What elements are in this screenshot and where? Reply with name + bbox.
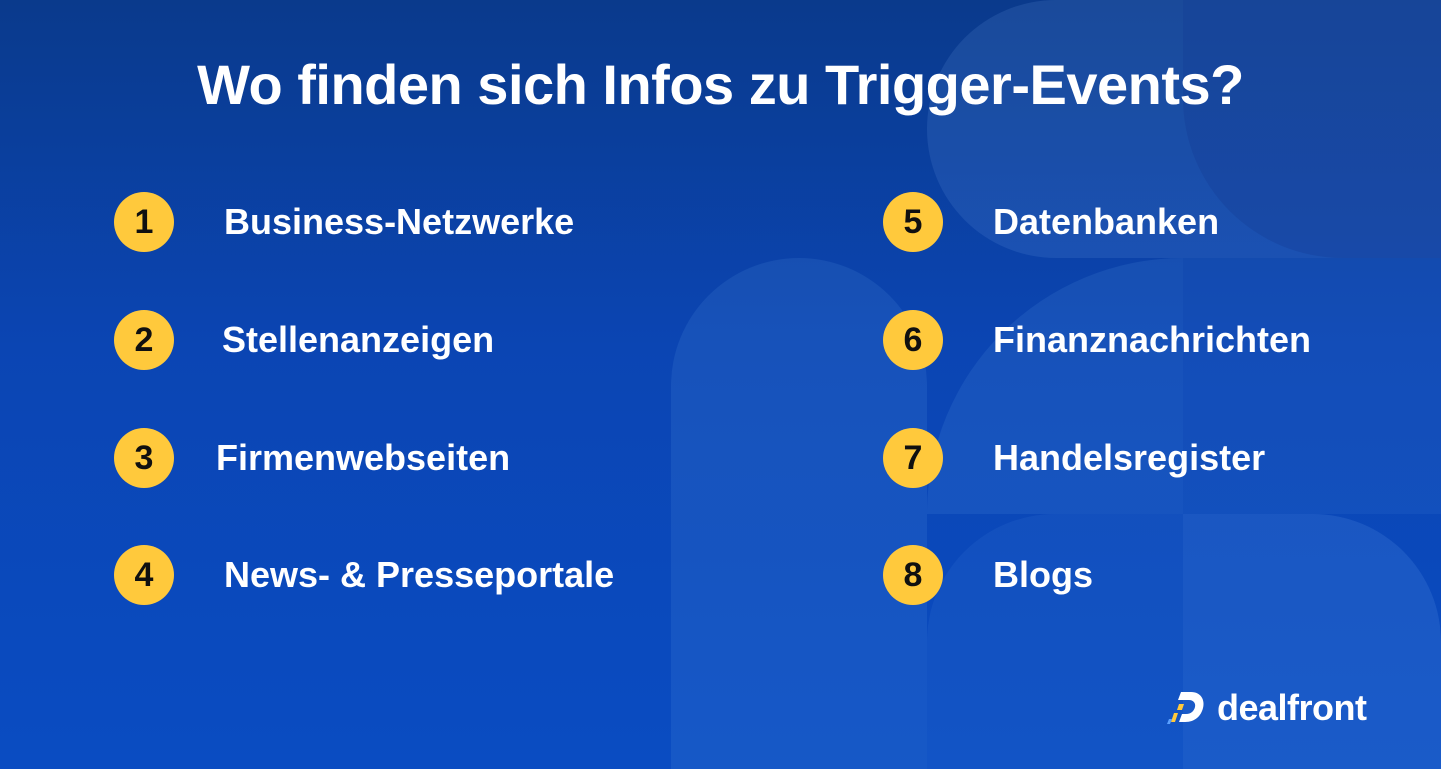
number-badge: 6 <box>883 310 943 370</box>
list-item: 3 Firmenwebseiten <box>114 428 510 488</box>
item-label: Datenbanken <box>993 201 1220 242</box>
list-item: 4 News- & Presseportale <box>114 545 614 605</box>
logo-text: dealfront <box>1217 687 1367 728</box>
number-badge: 8 <box>883 545 943 605</box>
number-badge: 2 <box>114 310 174 370</box>
background-shape <box>927 514 1441 769</box>
list-item: 1 Business-Netzwerke <box>114 192 574 252</box>
number-badge: 1 <box>114 192 174 252</box>
item-label: Handelsregister <box>993 437 1266 478</box>
list-item: 6 Finanznachrichten <box>883 310 1311 370</box>
number-badge: 7 <box>883 428 943 488</box>
item-label: Finanznachrichten <box>993 319 1312 360</box>
item-label: Blogs <box>993 554 1094 595</box>
number-badge: 3 <box>114 428 174 488</box>
item-label: News- & Presseportale <box>224 554 615 595</box>
page-title: Wo finden sich Infos zu Trigger-Events? <box>197 53 1244 116</box>
list-item: 2 Stellenanzeigen <box>114 310 494 370</box>
background-shape <box>927 0 1441 258</box>
item-label: Stellenanzeigen <box>222 319 495 360</box>
number-badge: 5 <box>883 192 943 252</box>
item-label: Firmenwebseiten <box>216 437 511 478</box>
list-item: 8 Blogs <box>883 545 1093 605</box>
dealfront-logo-icon <box>1167 692 1204 724</box>
background-shape <box>1183 514 1441 769</box>
list-item: 5 Datenbanken <box>883 192 1219 252</box>
list-item: 7 Handelsregister <box>883 428 1265 488</box>
item-label: Business-Netzwerke <box>224 201 575 242</box>
dealfront-logo: dealfront <box>1165 683 1367 733</box>
number-badge: 4 <box>114 545 174 605</box>
background-shape <box>1183 258 1441 514</box>
